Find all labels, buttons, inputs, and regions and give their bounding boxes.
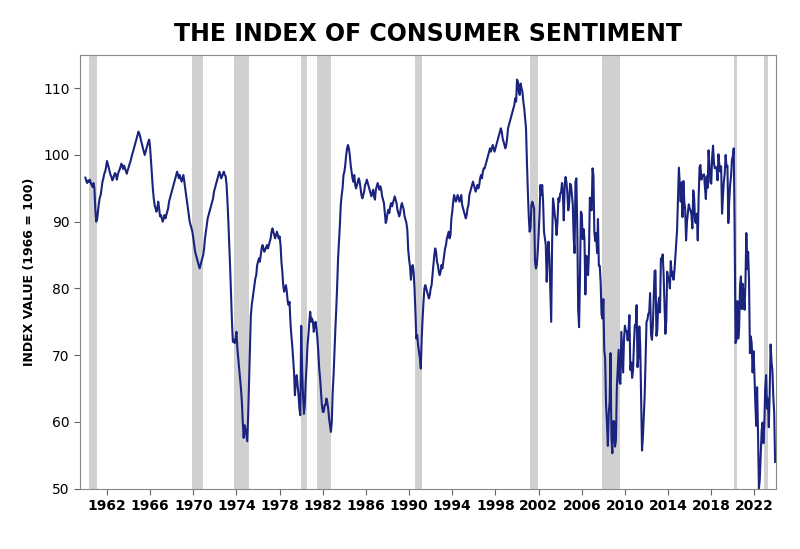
Bar bbox=[734, 55, 737, 489]
Bar bbox=[89, 55, 98, 489]
Bar bbox=[764, 55, 769, 489]
Bar bbox=[318, 55, 331, 489]
Bar bbox=[192, 55, 203, 489]
Bar bbox=[302, 55, 306, 489]
Bar bbox=[602, 55, 619, 489]
Y-axis label: INDEX VALUE (1966 = 100): INDEX VALUE (1966 = 100) bbox=[23, 177, 36, 366]
Bar bbox=[414, 55, 422, 489]
Bar bbox=[530, 55, 538, 489]
Bar bbox=[234, 55, 250, 489]
Title: THE INDEX OF CONSUMER SENTIMENT: THE INDEX OF CONSUMER SENTIMENT bbox=[174, 22, 682, 46]
